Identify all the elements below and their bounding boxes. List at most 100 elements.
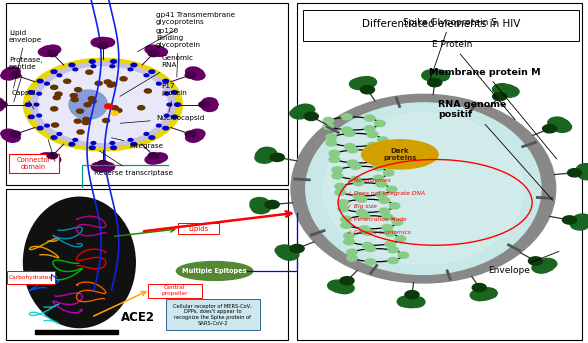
Circle shape	[91, 162, 106, 171]
Circle shape	[358, 76, 376, 87]
Circle shape	[144, 132, 149, 135]
Circle shape	[10, 131, 21, 137]
Circle shape	[493, 84, 512, 95]
Circle shape	[38, 67, 168, 142]
Circle shape	[379, 197, 390, 203]
Circle shape	[105, 104, 113, 109]
Circle shape	[430, 70, 449, 81]
Circle shape	[110, 65, 115, 68]
Circle shape	[83, 117, 90, 121]
Circle shape	[290, 245, 304, 253]
Circle shape	[304, 112, 318, 120]
Circle shape	[185, 131, 196, 137]
Circle shape	[335, 183, 346, 189]
Text: Carbohydrates: Carbohydrates	[9, 275, 52, 280]
Circle shape	[335, 283, 354, 294]
Circle shape	[323, 117, 334, 123]
Circle shape	[386, 186, 397, 192]
Circle shape	[25, 103, 31, 106]
Circle shape	[37, 114, 42, 117]
Circle shape	[422, 70, 440, 81]
Circle shape	[38, 47, 54, 56]
Circle shape	[156, 82, 161, 85]
Circle shape	[149, 136, 155, 139]
Circle shape	[2, 69, 18, 78]
Ellipse shape	[24, 197, 135, 328]
Circle shape	[258, 147, 276, 158]
Circle shape	[470, 290, 489, 301]
Circle shape	[427, 79, 442, 87]
Circle shape	[385, 241, 396, 247]
Circle shape	[57, 132, 62, 135]
Circle shape	[98, 161, 108, 167]
Circle shape	[51, 107, 58, 111]
Circle shape	[342, 114, 352, 120]
Circle shape	[328, 280, 346, 291]
Circle shape	[109, 82, 116, 86]
Text: Central
propeller: Central propeller	[161, 285, 188, 296]
Circle shape	[10, 72, 21, 78]
Circle shape	[385, 230, 396, 236]
Text: Nucleocapsid: Nucleocapsid	[121, 115, 204, 123]
Text: integrase: integrase	[112, 138, 163, 149]
Circle shape	[543, 125, 557, 133]
Circle shape	[377, 137, 388, 143]
Circle shape	[172, 91, 178, 94]
Text: E Protein: E Protein	[432, 40, 515, 120]
Circle shape	[91, 65, 96, 68]
Circle shape	[52, 123, 59, 127]
Circle shape	[570, 219, 588, 230]
Bar	[35, 330, 118, 334]
Ellipse shape	[291, 94, 556, 283]
Ellipse shape	[176, 261, 253, 281]
Circle shape	[152, 47, 168, 56]
Circle shape	[111, 60, 116, 63]
Circle shape	[51, 136, 57, 139]
Circle shape	[345, 130, 355, 137]
Circle shape	[475, 289, 493, 300]
FancyBboxPatch shape	[9, 154, 59, 173]
Circle shape	[42, 46, 57, 55]
Ellipse shape	[362, 140, 438, 169]
Circle shape	[111, 146, 116, 150]
Text: ✓ Does not integrate DNA: ✓ Does not integrate DNA	[347, 191, 425, 196]
Circle shape	[353, 77, 372, 88]
FancyBboxPatch shape	[297, 3, 582, 340]
Circle shape	[89, 99, 96, 103]
Circle shape	[368, 142, 378, 149]
Circle shape	[353, 180, 364, 186]
Circle shape	[156, 124, 161, 127]
Text: Genomic
RNA: Genomic RNA	[120, 55, 193, 96]
Circle shape	[375, 120, 385, 127]
Circle shape	[76, 109, 83, 113]
Circle shape	[376, 181, 387, 187]
Circle shape	[190, 71, 205, 80]
Circle shape	[172, 115, 178, 119]
Circle shape	[532, 262, 551, 273]
Circle shape	[350, 176, 361, 182]
Circle shape	[362, 242, 373, 248]
Circle shape	[395, 236, 406, 242]
Circle shape	[86, 70, 93, 74]
Circle shape	[347, 255, 358, 261]
Text: Envelope: Envelope	[488, 251, 559, 275]
Circle shape	[203, 100, 218, 109]
Circle shape	[332, 173, 343, 179]
Circle shape	[24, 58, 182, 151]
Circle shape	[348, 160, 358, 166]
Circle shape	[341, 222, 352, 228]
Circle shape	[2, 132, 18, 141]
Circle shape	[538, 258, 557, 269]
Circle shape	[338, 206, 349, 212]
Circle shape	[73, 68, 78, 71]
Text: ✓ Penetration Mode: ✓ Penetration Mode	[347, 217, 407, 222]
Text: ✓ Big size: ✓ Big size	[347, 204, 377, 209]
Circle shape	[326, 140, 337, 146]
Text: ✓ Genetic economics: ✓ Genetic economics	[347, 230, 410, 235]
Text: ✓ No enzymes: ✓ No enzymes	[347, 178, 390, 182]
Text: P17
protein: P17 protein	[162, 83, 188, 112]
Circle shape	[91, 38, 106, 47]
Circle shape	[0, 100, 3, 109]
Circle shape	[382, 225, 393, 231]
Circle shape	[99, 38, 115, 47]
